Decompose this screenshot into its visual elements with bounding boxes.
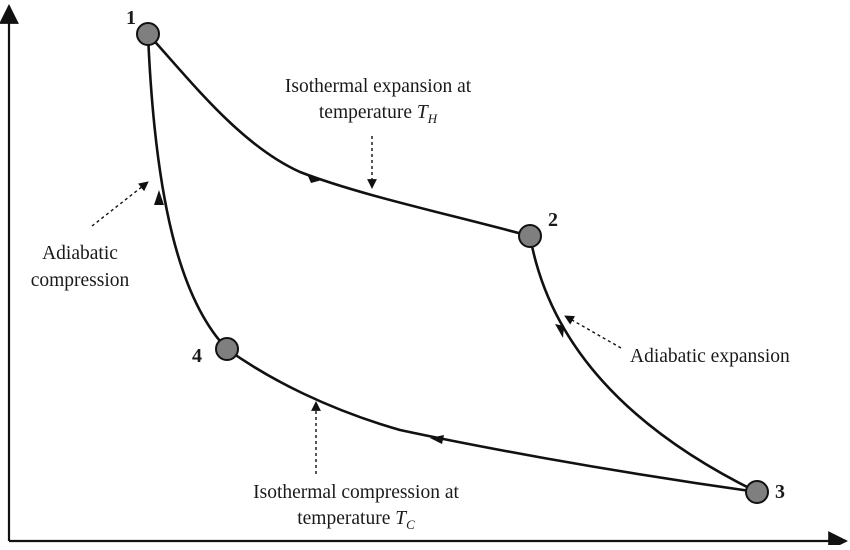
arrow-on-isothermal-compression [430, 435, 444, 444]
state-points [136, 22, 769, 504]
state-point-4 [215, 337, 239, 361]
adiabatic-compression-line1: Adiabatic [42, 243, 118, 264]
isothermal-expansion-line2: temperature TH [319, 102, 438, 126]
point-labels: 1 2 3 4 [126, 7, 785, 503]
adiabatic-expansion-label: Adiabatic expansion [630, 346, 790, 367]
leader-adiabatic-expansion [564, 315, 622, 349]
leader-adiabatic-compression [91, 181, 149, 227]
adiabatic-compression-line2: compression [31, 270, 130, 291]
adiabatic-compression-curve [146, 32, 229, 351]
state-point-2 [518, 224, 542, 248]
direction-arrows [154, 174, 564, 444]
state-point-3 [745, 480, 769, 504]
arrow-on-isothermal-expansion [307, 174, 322, 183]
point-label-1: 1 [126, 7, 136, 29]
arrow-on-adiabatic-expansion [555, 324, 564, 338]
axes [0, 4, 848, 550]
arrow-on-adiabatic-compression [154, 190, 164, 205]
point-label-4: 4 [192, 345, 202, 367]
isothermal-compression-line2: temperature TC [297, 508, 415, 532]
isothermal-expansion-curve [146, 32, 532, 238]
cycle-curves [146, 32, 759, 494]
state-point-1 [136, 22, 160, 46]
point-label-2: 2 [548, 209, 558, 231]
adiabatic-expansion-curve [528, 234, 759, 494]
leader-arrows [91, 136, 622, 474]
isothermal-compression-curve [225, 347, 759, 494]
point-label-3: 3 [775, 481, 785, 503]
isothermal-compression-line1: Isothermal compression at [253, 482, 459, 503]
isothermal-expansion-line1: Isothermal expansion at [285, 76, 472, 97]
annotations: Isothermal expansion at temperature TH A… [31, 76, 790, 532]
